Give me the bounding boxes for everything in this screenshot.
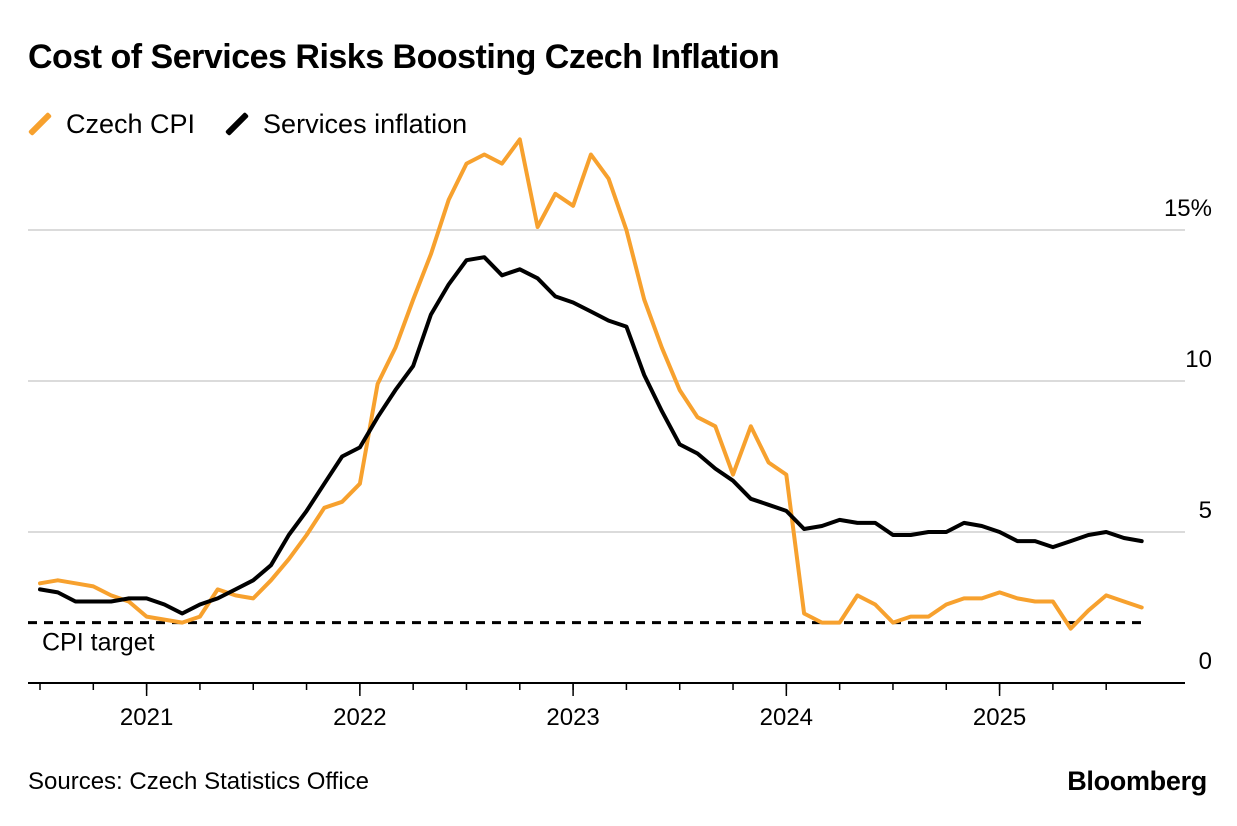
legend: Czech CPI Services inflation [28,104,497,144]
x-tick-label: 2022 [333,704,386,731]
cpi-series-line [38,137,1144,631]
y-tick-label: 15% [1164,195,1212,222]
x-tick-label: 2023 [546,704,599,731]
y-tick-label: 0 [1199,648,1212,675]
services-series-line [38,255,1144,616]
x-tick-label: 2024 [760,704,813,731]
cpi-target-label: CPI target [42,629,155,657]
x-tick-label: 2021 [120,704,173,731]
y-tick-label: 10 [1185,346,1212,373]
legend-item-services: Services inflation [225,109,467,140]
chart-title: Cost of Services Risks Boosting Czech In… [28,38,780,76]
x-tick-label: 2025 [973,704,1026,731]
legend-item-cpi: Czech CPI [28,109,195,140]
y-tick-label: 5 [1199,497,1212,524]
legend-label-services: Services inflation [263,108,468,139]
bloomberg-logo: Bloomberg [1067,766,1207,796]
source-note: Sources: Czech Statistics Office [28,768,370,795]
legend-label-cpi: Czech CPI [66,108,196,139]
